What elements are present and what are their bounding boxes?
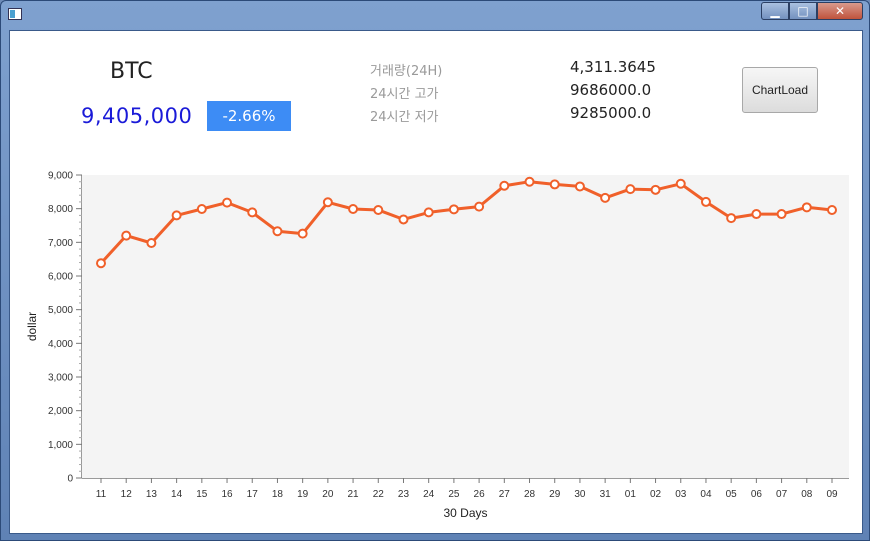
- data-point: [726, 213, 737, 224]
- stat-label-high: 24시간 고가: [370, 87, 439, 102]
- y-axis-title: dollar: [25, 312, 39, 341]
- x-tick-label: 08: [801, 489, 813, 500]
- data-point: [499, 180, 510, 191]
- stat-value-high: 9686000.0: [570, 81, 652, 99]
- title-bar[interactable]: ▁ □ ✕: [1, 1, 869, 29]
- y-tick-label: 1,000: [48, 440, 73, 451]
- y-tick-label: 7,000: [48, 238, 73, 249]
- stat-label-low: 24시간 저가: [370, 110, 439, 125]
- chart-load-button[interactable]: ChartLoad: [742, 67, 818, 113]
- stat-label-volume: 거래량(24H): [370, 64, 443, 79]
- data-point: [801, 202, 812, 213]
- x-tick-label: 30: [574, 489, 586, 500]
- data-point: [196, 204, 207, 215]
- coin-symbol: BTC: [110, 59, 153, 84]
- x-tick-label: 27: [499, 489, 511, 500]
- data-point: [700, 196, 711, 207]
- x-tick-label: 13: [146, 489, 158, 500]
- x-tick-label: 07: [776, 489, 788, 500]
- data-point: [751, 209, 762, 220]
- minimize-button[interactable]: ▁: [761, 2, 789, 20]
- close-button[interactable]: ✕: [817, 2, 863, 20]
- data-point: [222, 197, 233, 208]
- plot-area: [82, 175, 849, 478]
- x-tick-label: 22: [373, 489, 385, 500]
- data-point: [272, 226, 283, 237]
- y-tick-label: 9,000: [48, 171, 73, 182]
- data-point: [827, 205, 837, 216]
- app-icon: [8, 8, 22, 20]
- x-tick-label: 11: [96, 489, 107, 500]
- change-badge: -2.66%: [207, 101, 291, 131]
- x-tick-label: 29: [549, 489, 561, 500]
- x-tick-label: 21: [348, 489, 360, 500]
- x-axis-title: 30 Days: [443, 506, 487, 520]
- price-line-chart: 0 1,000 2,000 3,000 4,000 5,000 6,000 7,000 8,00…: [25, 171, 849, 520]
- x-tick-label: 03: [675, 489, 687, 500]
- data-point: [448, 204, 459, 215]
- x-tick-label: 05: [726, 489, 738, 500]
- data-point: [171, 210, 182, 221]
- data-point: [398, 214, 409, 225]
- data-point: [600, 192, 611, 203]
- current-price: 9,405,000: [81, 104, 193, 128]
- x-tick-label: 09: [826, 489, 838, 500]
- data-point: [322, 197, 333, 208]
- data-point: [625, 184, 636, 195]
- x-tick-label: 12: [121, 489, 133, 500]
- x-tick-label: 31: [600, 489, 612, 500]
- x-tick-label: 23: [398, 489, 410, 500]
- data-point: [348, 204, 359, 215]
- x-tick-label: 02: [650, 489, 662, 500]
- y-tick-label: 2,000: [48, 406, 73, 417]
- x-tick-label: 19: [297, 489, 309, 500]
- x-tick-label: 25: [448, 489, 460, 500]
- x-tick-label: 20: [322, 489, 334, 500]
- data-point: [297, 228, 308, 239]
- data-point: [675, 178, 686, 189]
- x-tick-label: 28: [524, 489, 536, 500]
- data-point: [146, 238, 157, 249]
- x-tick-label: 14: [171, 489, 183, 500]
- x-tick-label: 04: [700, 489, 712, 500]
- data-point: [776, 209, 787, 220]
- y-tick-label: 5,000: [48, 305, 73, 316]
- data-point: [650, 184, 661, 195]
- data-point: [574, 181, 585, 192]
- stat-value-low: 9285000.0: [570, 104, 652, 122]
- data-point: [96, 258, 106, 269]
- data-point: [423, 207, 434, 218]
- data-point: [524, 176, 535, 187]
- x-tick-label: 26: [474, 489, 486, 500]
- x-tick-label: 06: [751, 489, 763, 500]
- data-point: [121, 230, 132, 241]
- x-tick-label: 15: [196, 489, 208, 500]
- x-tick-label: 17: [247, 489, 259, 500]
- data-point: [247, 207, 258, 218]
- window-controls: ▁ □ ✕: [761, 2, 863, 21]
- y-tick-label: 6,000: [48, 272, 73, 283]
- x-tick-label: 01: [625, 489, 637, 500]
- y-tick-label: 0: [67, 474, 73, 485]
- maximize-button[interactable]: □: [789, 2, 817, 20]
- stat-value-volume: 4,311.3645: [570, 58, 656, 76]
- data-point: [373, 205, 384, 216]
- x-tick-label: 16: [221, 489, 233, 500]
- y-tick-label: 8,000: [48, 204, 73, 215]
- x-tick-label: 18: [272, 489, 284, 500]
- y-tick-label: 3,000: [48, 373, 73, 384]
- y-tick-label: 4,000: [48, 339, 73, 350]
- data-point: [549, 179, 560, 190]
- main-panel: BTC 9,405,000 -2.66% 거래량(24H) 4,311.3645…: [9, 30, 863, 534]
- data-point: [474, 201, 485, 212]
- x-tick-label: 24: [423, 489, 435, 500]
